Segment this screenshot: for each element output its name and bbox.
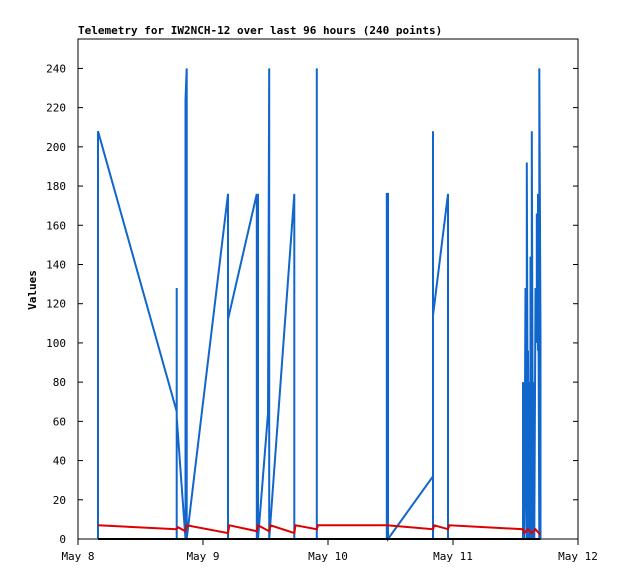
y-axis-ticks: 0 20 40 60 80 100 120 140 160 180 200 220 240 <box>46 62 578 546</box>
y-tick-label: 60 <box>53 415 66 428</box>
y-tick-label: 0 <box>59 533 66 546</box>
y-tick-label: 100 <box>46 337 66 350</box>
x-tick-label: May 9 <box>186 550 219 563</box>
x-tick-label: May 8 <box>61 550 94 563</box>
y-tick-label: 40 <box>53 455 66 468</box>
y-tick-label: 80 <box>53 376 66 389</box>
y-tick-label: 140 <box>46 258 66 271</box>
x-tick-label: May 12 <box>558 550 598 563</box>
y-tick-label: 220 <box>46 102 66 115</box>
y-tick-label: 180 <box>46 180 66 193</box>
y-tick-label: 200 <box>46 141 66 154</box>
series-layer <box>97 68 542 543</box>
y-tick-label: 20 <box>53 494 66 507</box>
x-tick-label: May 11 <box>433 550 473 563</box>
plot-area <box>77 38 579 540</box>
x-tick-label: May 10 <box>308 550 348 563</box>
series-line-2 <box>97 523 542 536</box>
y-tick-label: 120 <box>46 298 66 311</box>
y-axis-label: Values <box>26 270 39 310</box>
y-tick-label: 240 <box>46 62 66 75</box>
x-axis-ticks: May 8 May 9 May 10 May 11 May 12 <box>61 539 598 563</box>
y-tick-label: 160 <box>46 219 66 232</box>
chart-title: Telemetry for IW2NCH-12 over last 96 hou… <box>78 24 442 37</box>
series-line-1 <box>97 68 542 543</box>
